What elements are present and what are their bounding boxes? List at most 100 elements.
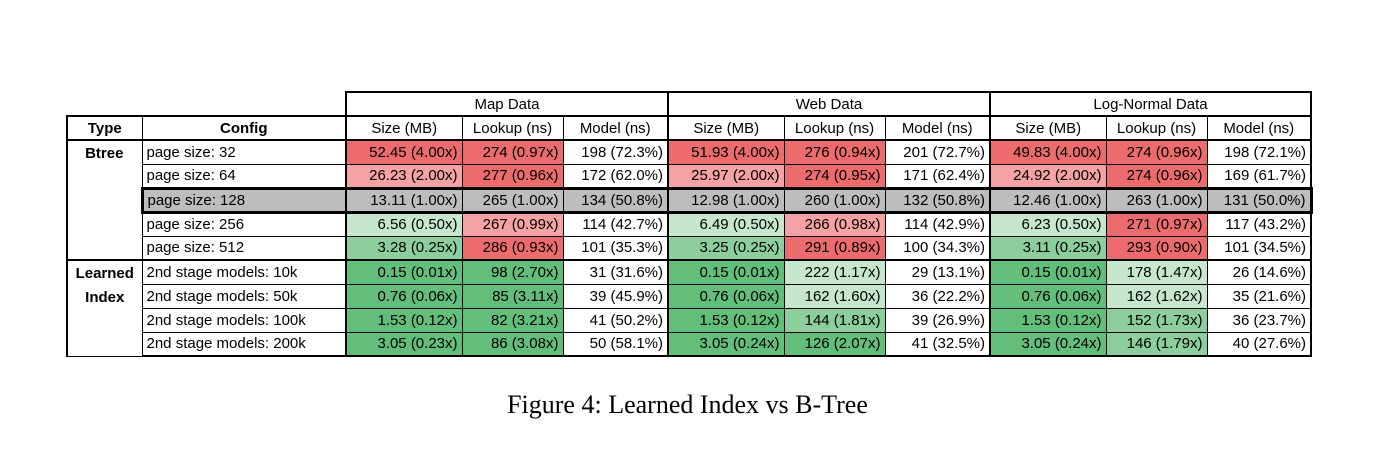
config-cell: page size: 256: [141, 211, 347, 237]
value-cell: 6.23 (0.50x): [989, 211, 1107, 237]
value-cell: 169 (61.7%): [1206, 163, 1312, 189]
value-cell: 29 (13.1%): [884, 259, 991, 285]
value-cell: 35 (21.6%): [1206, 283, 1312, 309]
group-header-2: Web Data: [667, 91, 991, 117]
value-cell: 49.83 (4.00x): [989, 139, 1107, 165]
value-cell: 0.76 (0.06x): [345, 283, 463, 309]
value-cell: 198 (72.3%): [562, 139, 669, 165]
value-cell: 100 (34.3%): [884, 235, 991, 261]
header-size: Size (MB): [989, 115, 1107, 141]
value-cell: 39 (26.9%): [884, 307, 991, 333]
value-cell: 274 (0.96x): [1105, 163, 1208, 189]
value-cell: 6.49 (0.50x): [667, 211, 785, 237]
table-row: page size: 512 3.28 (0.25x) 286 (0.93x) 101…: [67, 235, 1312, 261]
value-cell: 3.25 (0.25x): [667, 235, 785, 261]
config-cell: 2nd stage models: 200k: [141, 331, 347, 357]
table-row: page size: 64 26.23 (2.00x) 277 (0.96x) 172…: [67, 163, 1312, 189]
value-cell: 41 (50.2%): [562, 307, 669, 333]
header-model: Model (ns): [562, 115, 669, 141]
config-cell: 2nd stage models: 100k: [141, 307, 347, 333]
value-cell: 274 (0.97x): [461, 139, 564, 165]
value-cell: 86 (3.08x): [461, 331, 564, 357]
header-lookup: Lookup (ns): [783, 115, 886, 141]
table-row: 2nd stage models: 200k 3.05 (0.23x) 86 (3.…: [67, 331, 1312, 357]
value-cell: 101 (35.3%): [562, 235, 669, 261]
value-cell: 172 (62.0%): [562, 163, 669, 189]
value-cell: 260 (1.00x): [783, 186, 886, 214]
value-cell: 144 (1.81x): [783, 307, 886, 333]
config-cell: page size: 512: [141, 235, 347, 261]
value-cell: 52.45 (4.00x): [345, 139, 463, 165]
table-row: Learned Index 2nd stage models: 10k 0.15 (0…: [66, 259, 1312, 357]
value-cell: 274 (0.96x): [1105, 139, 1208, 165]
value-cell: 41 (32.5%): [884, 331, 991, 357]
value-cell: 162 (1.60x): [783, 283, 886, 309]
value-cell: 24.92 (2.00x): [989, 163, 1107, 189]
value-cell: 178 (1.47x): [1105, 259, 1208, 285]
value-cell: 1.53 (0.12x): [989, 307, 1107, 333]
table-row: page size: 256 6.56 (0.50x) 267 (0.99x) 114…: [67, 211, 1312, 237]
value-cell: 51.93 (4.00x): [667, 139, 785, 165]
value-cell: 3.05 (0.24x): [989, 331, 1107, 357]
config-cell: page size: 64: [141, 163, 347, 189]
value-cell: 114 (42.9%): [884, 211, 991, 237]
value-cell: 171 (62.4%): [884, 163, 991, 189]
value-cell: 3.11 (0.25x): [989, 235, 1107, 261]
group-header-row: Map Data Web Data Log-Normal Data: [67, 91, 1312, 117]
table-row: Btree page size: 32 52.45 (4.00x) 274 (0.97…: [66, 139, 1312, 261]
value-cell: 152 (1.73x): [1105, 307, 1208, 333]
value-cell: 26.23 (2.00x): [345, 163, 463, 189]
header-lookup: Lookup (ns): [461, 115, 564, 141]
value-cell: 0.76 (0.06x): [989, 283, 1107, 309]
value-cell: 36 (23.7%): [1206, 307, 1312, 333]
value-cell: 0.15 (0.01x): [989, 259, 1107, 285]
empty-corner: [67, 92, 346, 116]
value-cell: 263 (1.00x): [1105, 186, 1208, 214]
type-label-line: Index: [85, 289, 125, 306]
value-cell: 265 (1.00x): [461, 186, 564, 214]
value-cell: 132 (50.8%): [884, 186, 991, 214]
table-row: 2nd stage models: 50k 0.76 (0.06x) 85 (3.1…: [67, 283, 1312, 309]
value-cell: 31 (31.6%): [562, 259, 669, 285]
value-cell: 3.28 (0.25x): [345, 235, 463, 261]
header-size: Size (MB): [667, 115, 785, 141]
header-type: Type: [66, 115, 143, 141]
baseline-row: page size: 128 13.11 (1.00x) 265 (1.00x) 13…: [67, 186, 1313, 214]
value-cell: 286 (0.93x): [461, 235, 564, 261]
value-cell: 117 (43.2%): [1206, 211, 1312, 237]
value-cell: 12.46 (1.00x): [989, 186, 1107, 214]
results-table: Map Data Web Data Log-Normal Data Type Confi…: [66, 91, 1313, 357]
value-cell: 267 (0.99x): [461, 211, 564, 237]
value-cell: 40 (27.6%): [1206, 331, 1312, 357]
value-cell: 276 (0.94x): [783, 139, 886, 165]
header-config: Config: [141, 115, 347, 141]
value-cell: 201 (72.7%): [884, 139, 991, 165]
config-cell: page size: 32: [141, 139, 347, 165]
value-cell: 126 (2.07x): [783, 331, 886, 357]
value-cell: 131 (50.0%): [1206, 186, 1313, 214]
column-header-row: Type Config Size (MB) Lookup (ns) Model (ns)…: [66, 115, 1312, 141]
value-cell: 85 (3.11x): [461, 283, 564, 309]
value-cell: 277 (0.96x): [461, 163, 564, 189]
value-cell: 39 (45.9%): [562, 283, 669, 309]
type-label-line: Learned: [75, 265, 134, 282]
value-cell: 50 (58.1%): [562, 331, 669, 357]
value-cell: 1.53 (0.12x): [667, 307, 785, 333]
config-cell: 2nd stage models: 10k: [141, 259, 347, 285]
value-cell: 98 (2.70x): [461, 259, 564, 285]
value-cell: 12.98 (1.00x): [667, 186, 785, 214]
value-cell: 146 (1.79x): [1105, 331, 1208, 357]
value-cell: 1.53 (0.12x): [345, 307, 463, 333]
value-cell: 0.15 (0.01x): [667, 259, 785, 285]
value-cell: 101 (34.5%): [1206, 235, 1312, 261]
type-cell: Learned Index: [66, 259, 143, 357]
value-cell: 293 (0.90x): [1105, 235, 1208, 261]
type-cell: Btree: [66, 139, 143, 261]
value-cell: 26 (14.6%): [1206, 259, 1312, 285]
value-cell: 3.05 (0.23x): [345, 331, 463, 357]
value-cell: 198 (72.1%): [1206, 139, 1312, 165]
value-cell: 291 (0.89x): [783, 235, 886, 261]
type-label-line: Btree: [85, 145, 124, 162]
value-cell: 82 (3.21x): [461, 307, 564, 333]
header-size: Size (MB): [345, 115, 463, 141]
